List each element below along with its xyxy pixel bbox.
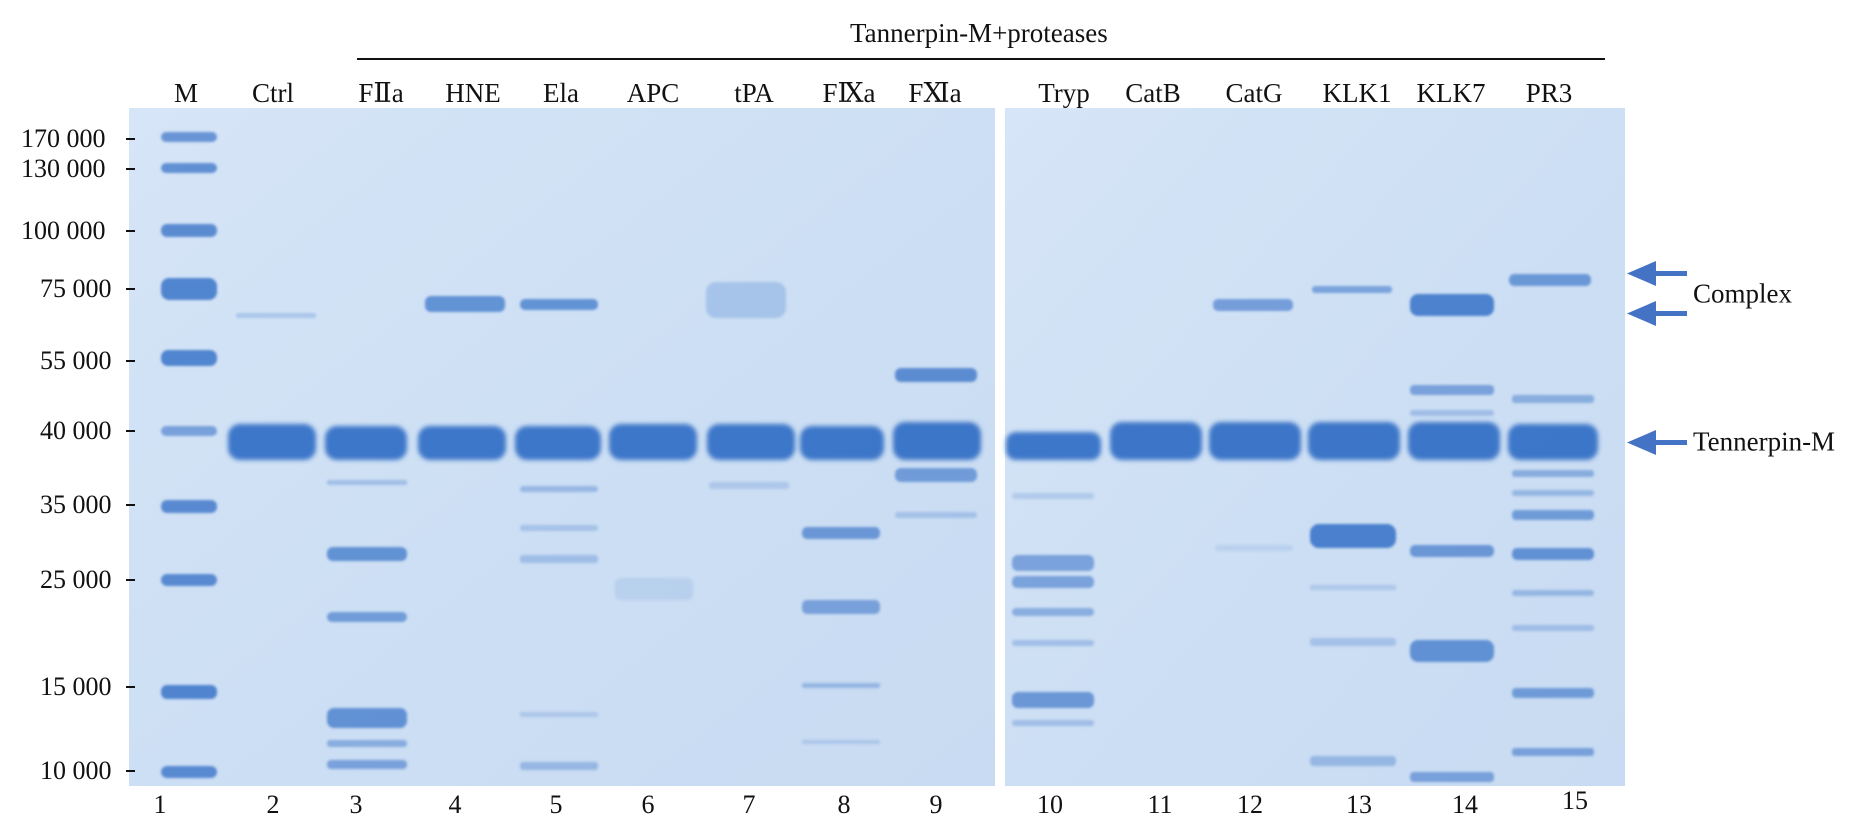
mw-label-10000: 10 000 — [40, 756, 112, 785]
lane-number-11: 11 — [1147, 790, 1173, 819]
lane-label-4: HNE — [445, 78, 501, 108]
mw-label-25000: 25 000 — [40, 565, 112, 594]
lane-number-12: 12 — [1237, 790, 1263, 819]
lane-number-13: 13 — [1346, 790, 1372, 819]
lane-number-8: 8 — [837, 790, 851, 819]
lane-label-14: KLK7 — [1416, 78, 1486, 108]
arrow-icon — [1627, 261, 1687, 455]
lane-label-2: Ctrl — [251, 78, 295, 108]
lane-number-6: 6 — [641, 790, 655, 819]
lane-label-15: PR3 — [1525, 78, 1573, 108]
lane-number-9: 9 — [929, 790, 943, 819]
tannerpin-label: Tennerpin-M — [1693, 426, 1836, 457]
mw-ticks — [126, 138, 135, 772]
lane-number-7: 7 — [742, 790, 756, 819]
lane-number-5: 5 — [549, 790, 563, 819]
lane-label-10: Tryp — [1038, 78, 1090, 108]
mw-label-130000: 130 000 — [21, 154, 106, 183]
title-underline — [357, 58, 1605, 60]
lane-number-1: 1 — [153, 790, 167, 819]
lane-label-6: APC — [626, 78, 680, 108]
mw-label-40000: 40 000 — [40, 416, 112, 445]
mw-label-100000: 100 000 — [21, 216, 106, 245]
lane-label-5: Ela — [543, 78, 579, 108]
complex-bands — [236, 274, 1591, 318]
lane-number-14: 14 — [1452, 790, 1478, 819]
lane-label-1: M — [173, 78, 199, 108]
lane-label-3: FⅡa — [358, 78, 404, 108]
lane-number-2: 2 — [266, 790, 280, 819]
lane-label-11: CatB — [1125, 78, 1181, 108]
mw-label-170000: 170 000 — [21, 124, 106, 153]
lane-number-3: 3 — [349, 790, 363, 819]
lane-label-13: KLK1 — [1322, 78, 1392, 108]
lane-label-9: FⅪa — [908, 78, 962, 108]
mw-label-15000: 15 000 — [40, 672, 112, 701]
lane-label-7: tPA — [734, 78, 774, 108]
lane-number-4: 4 — [448, 790, 462, 819]
figure-title: Tannerpin-M+proteases — [850, 18, 1108, 48]
tannerpin-bands — [228, 422, 1598, 460]
mw-label-75000: 75 000 — [40, 274, 112, 303]
lane-label-8: FⅨa — [822, 78, 876, 108]
lane-number-10: 10 — [1037, 790, 1063, 819]
lane-number-15: 15 — [1562, 786, 1588, 815]
marker-ladder — [161, 132, 217, 778]
lane-label-12: CatG — [1225, 78, 1283, 108]
fragment-bands — [327, 368, 1594, 782]
mw-label-35000: 35 000 — [40, 490, 112, 519]
mw-label-55000: 55 000 — [40, 346, 112, 375]
complex-label: Complex — [1693, 278, 1792, 309]
